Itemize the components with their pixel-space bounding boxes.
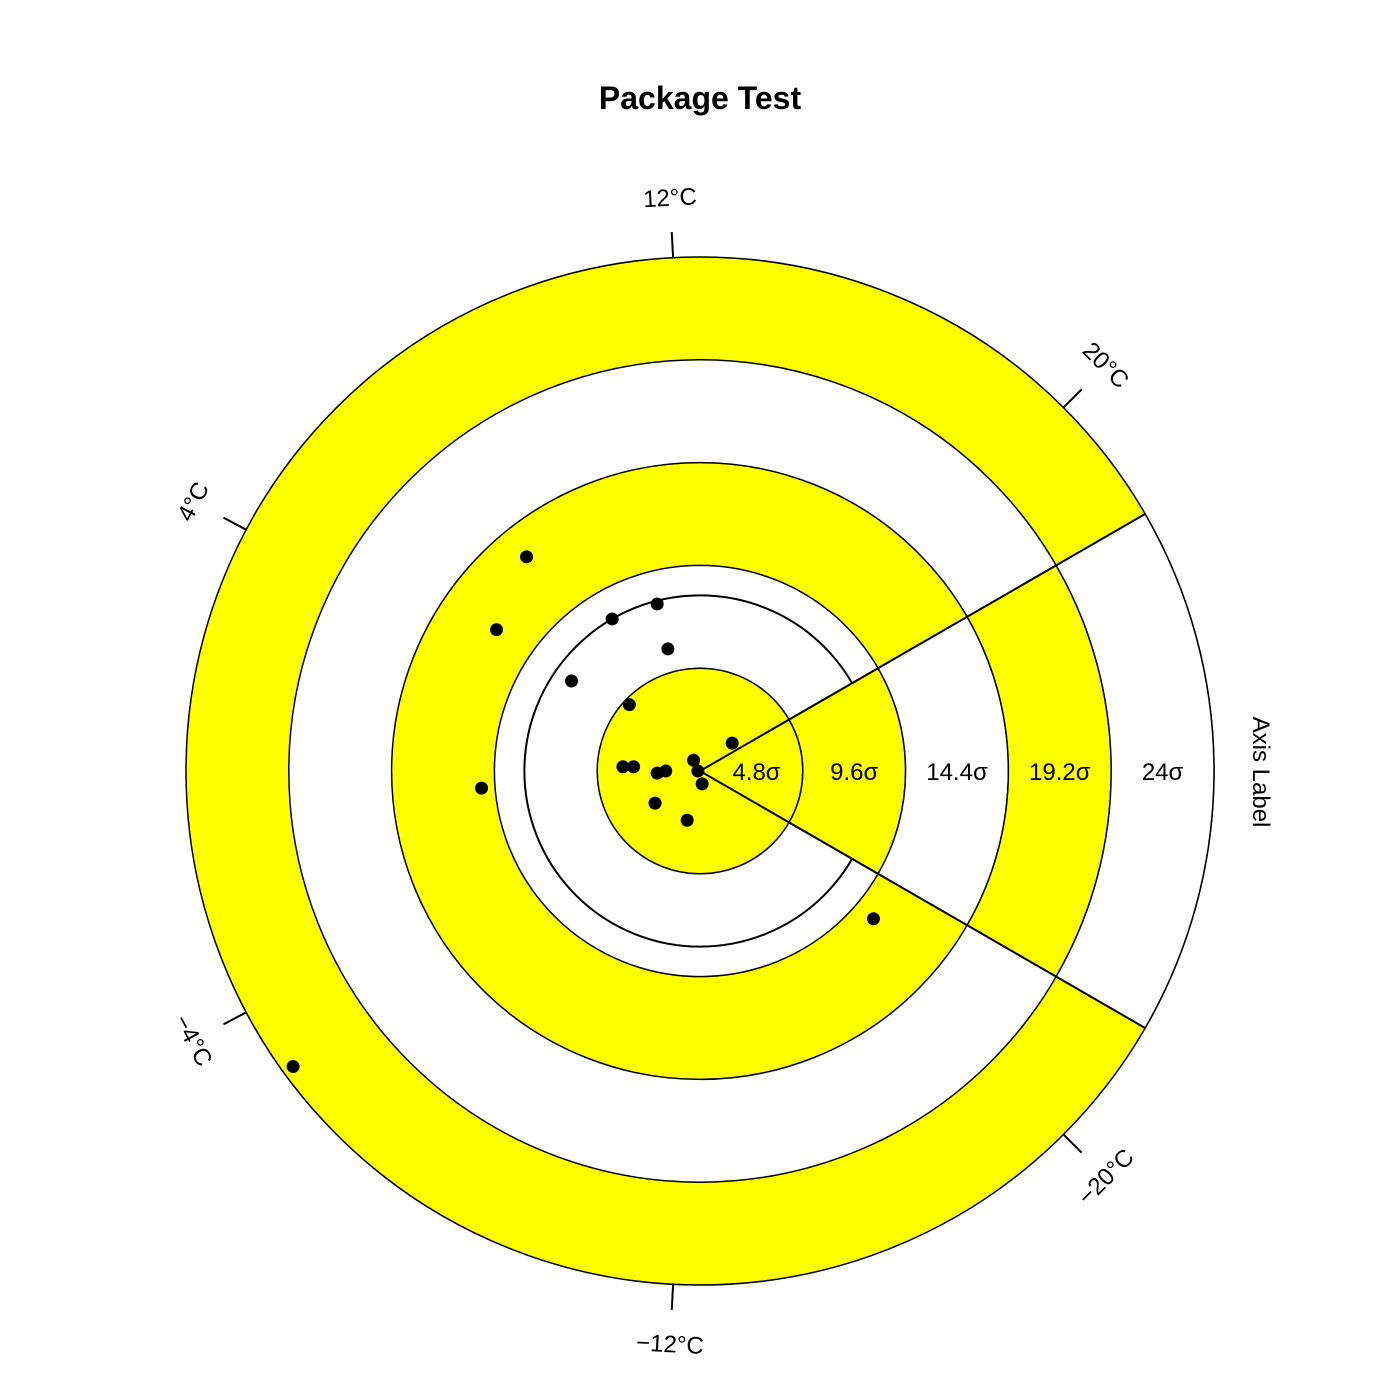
angle-tick-label: −12°C — [635, 1329, 704, 1360]
angle-tick — [1062, 1133, 1083, 1154]
wedge-region — [699, 512, 1215, 1030]
radial-labels: 4.8σ 9.6σ 14.4σ 19.2σ 24σ — [732, 759, 1183, 786]
chart-title: Package Test — [599, 80, 802, 116]
data-point — [661, 642, 675, 656]
angle-tick-label: −20°C — [1073, 1144, 1140, 1211]
data-point — [687, 753, 701, 767]
data-point — [650, 597, 664, 611]
data-points — [286, 550, 880, 1074]
data-point — [725, 736, 739, 750]
wedge-line — [699, 513, 1146, 772]
data-point — [627, 760, 641, 774]
radial-label: 9.6σ — [830, 759, 878, 786]
data-point — [650, 766, 664, 780]
data-point — [490, 623, 504, 637]
radial-label: 19.2σ — [1029, 759, 1091, 786]
data-point — [866, 912, 880, 926]
data-point — [286, 1060, 300, 1074]
data-point — [616, 760, 630, 774]
data-point — [475, 781, 489, 795]
angle-tick — [670, 1284, 675, 1311]
data-point — [565, 674, 578, 688]
data-point — [648, 796, 662, 810]
angle-tick-label: 20°C — [1077, 337, 1134, 394]
data-point — [622, 698, 636, 712]
data-point — [691, 764, 705, 778]
angle-tick — [1062, 388, 1083, 409]
angle-tick — [223, 516, 247, 531]
angle-tick-label: 12°C — [643, 183, 698, 213]
angle-tick-label: 4°C — [172, 478, 215, 526]
radial-label: 4.8σ — [732, 759, 780, 786]
radial-label: 24σ — [1142, 759, 1184, 786]
angle-tick — [223, 1011, 247, 1026]
data-point — [520, 550, 534, 564]
radial-label: 14.4σ — [926, 759, 988, 786]
angle-tick-label: −4°C — [168, 1010, 217, 1071]
axis-label: Axis Label — [1247, 717, 1274, 828]
wedge-line — [699, 770, 1146, 1029]
data-point — [680, 813, 694, 827]
data-point — [605, 612, 619, 626]
wedge-segment — [1055, 512, 1215, 1030]
data-point — [695, 777, 709, 791]
angle-tick — [670, 231, 675, 258]
